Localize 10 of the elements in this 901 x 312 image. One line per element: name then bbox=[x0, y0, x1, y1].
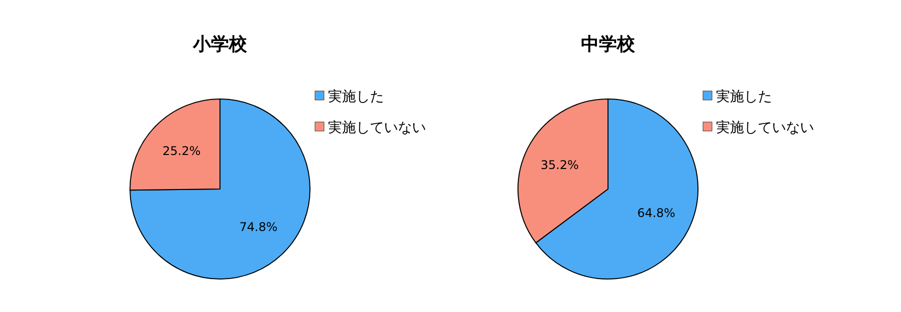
legend-label: 実施した bbox=[716, 89, 772, 105]
legend-label: 実施した bbox=[328, 89, 384, 105]
data-label: 74.8% bbox=[239, 220, 278, 234]
data-label: 25.2% bbox=[162, 144, 201, 158]
data-label: 64.8% bbox=[637, 206, 676, 220]
data-label: 35.2% bbox=[540, 158, 579, 172]
chart-title: 小学校 bbox=[192, 34, 248, 55]
legend-label: 実施していない bbox=[328, 120, 426, 136]
chart-title: 中学校 bbox=[581, 34, 636, 55]
legend-label: 実施していない bbox=[716, 120, 814, 136]
